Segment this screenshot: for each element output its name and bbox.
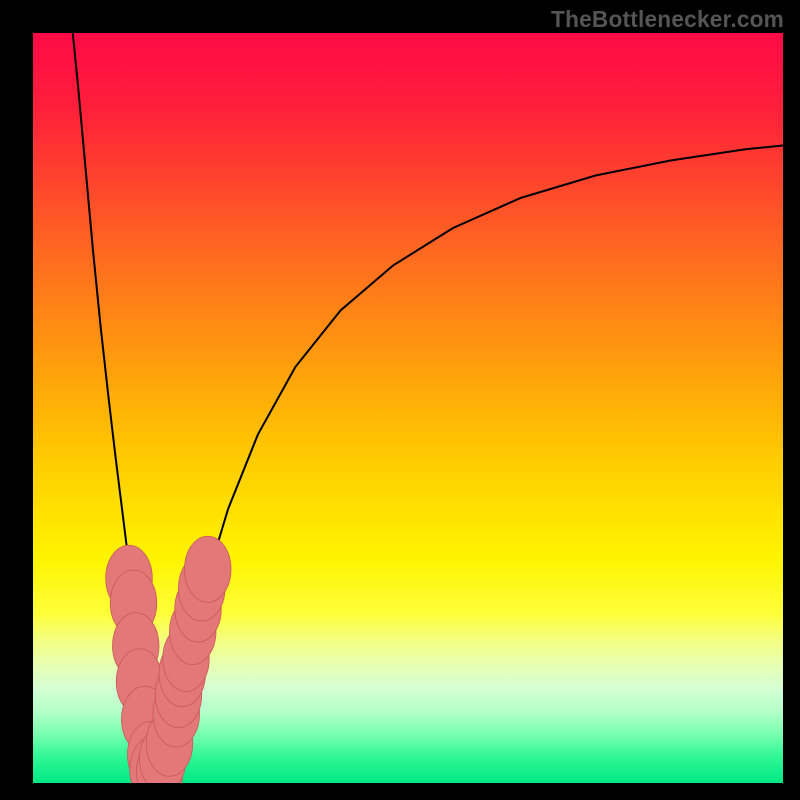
chart-canvas: TheBottlenecker.com bbox=[0, 0, 800, 800]
watermark-text: TheBottlenecker.com bbox=[551, 6, 784, 33]
curve-overlay bbox=[33, 33, 783, 783]
curve-right bbox=[156, 146, 783, 778]
marker-group bbox=[106, 536, 231, 783]
data-marker bbox=[185, 536, 232, 602]
plot-frame bbox=[33, 33, 783, 783]
